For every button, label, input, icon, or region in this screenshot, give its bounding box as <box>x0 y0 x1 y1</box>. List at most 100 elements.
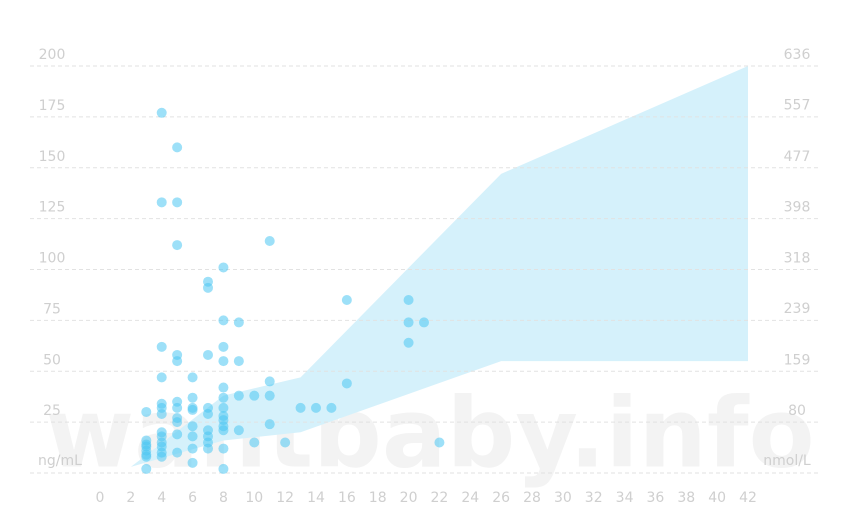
data-point <box>218 402 229 413</box>
data-point <box>156 451 167 462</box>
data-point <box>264 390 275 401</box>
y-tick-label: 200 <box>39 47 66 63</box>
data-point <box>249 437 260 448</box>
data-point <box>172 356 183 367</box>
x-tick-label: 12 <box>276 490 294 506</box>
x-tick-label: 24 <box>461 490 479 506</box>
x-tick-label: 32 <box>585 490 603 506</box>
data-point <box>403 317 414 328</box>
data-point <box>187 443 198 454</box>
data-point <box>141 463 152 474</box>
data-point <box>218 356 229 367</box>
data-point <box>419 317 429 328</box>
reference-band <box>130 66 748 467</box>
data-point <box>249 390 260 401</box>
data-point <box>187 457 198 468</box>
data-point <box>218 392 229 403</box>
x-tick-label: 30 <box>554 490 572 506</box>
y-tick-label: 150 <box>39 149 66 165</box>
y2-tick-label: 318 <box>784 251 811 267</box>
y2-tick-label: 557 <box>784 98 811 114</box>
data-point <box>156 372 167 383</box>
data-point <box>434 437 445 448</box>
data-point <box>264 376 275 387</box>
data-point <box>280 437 291 448</box>
x-tick-label: 8 <box>219 490 228 506</box>
data-point <box>218 382 229 393</box>
data-point <box>326 402 337 413</box>
y-tick-label: 75 <box>43 301 61 317</box>
data-point <box>264 236 275 247</box>
x-tick-label: 2 <box>126 490 135 506</box>
x-tick-label: 38 <box>677 490 695 506</box>
data-point <box>172 240 183 251</box>
y-tick-label: 175 <box>39 98 66 114</box>
data-point <box>218 315 229 326</box>
data-point <box>187 372 198 383</box>
data-point <box>233 317 244 328</box>
data-point <box>141 406 152 417</box>
data-point <box>218 443 229 454</box>
x-tick-label: 34 <box>616 490 634 506</box>
x-tick-label: 0 <box>96 490 105 506</box>
data-point <box>233 425 244 436</box>
data-point <box>403 295 414 306</box>
x-tick-label: 18 <box>369 490 387 506</box>
x-tick-label: 42 <box>739 490 757 506</box>
data-point <box>172 417 183 428</box>
data-point <box>233 390 244 401</box>
data-point <box>187 404 198 415</box>
data-point <box>156 341 167 352</box>
y2-tick-label: 398 <box>784 199 811 215</box>
y2-tick-label: 477 <box>784 149 811 165</box>
y-tick-label: 100 <box>39 251 66 267</box>
y2-tick-label: 159 <box>784 352 811 368</box>
x-tick-label: 16 <box>338 490 356 506</box>
x-tick-label: 40 <box>708 490 726 506</box>
data-point <box>203 349 213 360</box>
y-tick-label: 125 <box>39 200 66 216</box>
data-point <box>341 295 352 306</box>
x-tick-label: 20 <box>400 490 418 506</box>
data-point <box>341 378 352 389</box>
data-point <box>172 402 183 413</box>
data-point <box>203 282 213 293</box>
data-point <box>156 107 167 118</box>
data-point <box>264 419 275 430</box>
data-point <box>218 262 229 273</box>
y2-tick-label: 239 <box>784 301 811 317</box>
data-point <box>218 463 229 474</box>
data-point <box>295 402 306 413</box>
x-tick-label: 4 <box>157 490 166 506</box>
y2-axis-label: nmol/L <box>763 453 811 469</box>
x-tick-label: 36 <box>647 490 665 506</box>
data-point <box>156 408 167 419</box>
data-point <box>172 142 183 153</box>
data-point <box>141 451 152 462</box>
y-tick-label: 25 <box>43 403 61 419</box>
y2-tick-label: 636 <box>784 47 811 63</box>
data-point <box>187 431 198 442</box>
data-point <box>172 197 183 208</box>
data-point <box>203 443 213 454</box>
data-point <box>233 356 244 367</box>
data-point <box>218 341 229 352</box>
data-point <box>172 429 183 440</box>
data-point <box>403 337 414 348</box>
x-tick-label: 6 <box>188 490 197 506</box>
data-point <box>156 197 167 208</box>
data-point <box>218 425 229 436</box>
data-point <box>187 392 198 403</box>
x-tick-label: 22 <box>431 490 449 506</box>
y-tick-label: 50 <box>43 352 61 368</box>
y2-tick-label: 80 <box>788 403 806 419</box>
data-point <box>187 421 198 432</box>
x-tick-label: 10 <box>245 490 263 506</box>
x-tick-label: 14 <box>307 490 325 506</box>
x-tick-label: 28 <box>523 490 541 506</box>
y-axis-label: ng/mL <box>38 453 82 469</box>
data-point <box>311 402 321 413</box>
data-point <box>203 408 213 419</box>
x-tick-label: 26 <box>492 490 510 506</box>
